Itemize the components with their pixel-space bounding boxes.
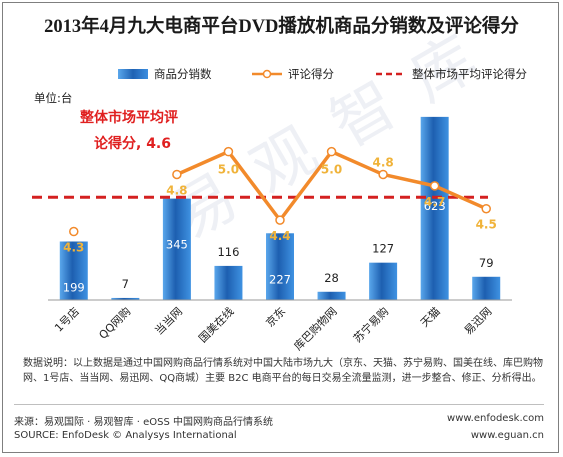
- score-point-0: [69, 226, 79, 237]
- avg-annotation-line2: 论得分, 4.6: [94, 136, 171, 152]
- legend-label-avg: 整体市场平均评论得分: [412, 67, 527, 81]
- source-en-text: SOURCE: EnfoDesk © Analysys Internationa…: [14, 430, 237, 441]
- chart-frame: [2, 2, 559, 453]
- bar-2: [162, 198, 191, 300]
- legend-label-sales: 商品分销数: [154, 67, 212, 81]
- bar-6: [369, 262, 398, 300]
- score-label-0: 4.3: [63, 241, 84, 255]
- bar-value-label-3: 116: [217, 245, 239, 259]
- category-label-1: QQ网购: [96, 304, 134, 342]
- score-point-5: [326, 146, 337, 157]
- score-label-7: 4.7: [424, 195, 445, 209]
- category-label-0: 1号店: [51, 304, 81, 334]
- url-enfodesk: www.enfodesk.com: [447, 413, 544, 424]
- score-point-2: [172, 169, 182, 180]
- bar-value-label-0: 199: [63, 281, 85, 295]
- category-label-4: 京东: [263, 304, 288, 329]
- bar-value-label-1: 7: [122, 277, 129, 291]
- url-eguan: www.eguan.cn: [470, 430, 544, 441]
- bar-3: [214, 265, 243, 300]
- category-label-8: 易迅网: [462, 305, 495, 338]
- bar-1: [111, 297, 140, 300]
- bar-5: [317, 291, 346, 300]
- data-note: 数据说明：以上数据是通过中国网购商品行情系统对中国大陆市场九大（京东、天猫、苏宁…: [23, 358, 543, 384]
- legend-item-avg: 整体市场平均评论得分: [376, 66, 556, 82]
- category-label-3: 国美在线: [196, 304, 237, 345]
- unit-label: 单位:台: [34, 91, 73, 105]
- legend-item-score: 评论得分: [252, 66, 362, 82]
- score-label-2: 4.8: [166, 183, 187, 197]
- bar-value-label-4: 227: [269, 272, 291, 286]
- bar-7: [420, 116, 449, 300]
- legend-swatch-dashed: [376, 72, 406, 76]
- category-label-2: 当当网: [152, 304, 185, 337]
- score-label-5: 5.0: [321, 163, 342, 177]
- score-point-4: [275, 215, 285, 225]
- score-label-8: 4.5: [476, 218, 497, 232]
- score-label-3: 5.0: [218, 163, 239, 177]
- bar-value-label-6: 127: [372, 242, 394, 256]
- chart-title: 2013年4月九大电商平台DVD播放机商品分销数及评论得分: [44, 17, 519, 37]
- source-cn-text: 来源：易观国际 · 易观智库 · eOSS 中国网购商品行情系统: [14, 417, 273, 428]
- bar-value-label-7: 623: [424, 199, 446, 213]
- category-label-6: 苏宁易购: [350, 304, 391, 345]
- bar-value-label-2: 345: [166, 238, 188, 252]
- score-label-4: 4.4: [269, 229, 290, 243]
- score-point-7: [429, 181, 440, 191]
- legend-swatch-bar: [118, 69, 148, 79]
- footer-source-en: SOURCE: EnfoDesk © Analysys Internationa…: [14, 430, 544, 441]
- footer-divider: [14, 404, 544, 405]
- bar-value-label-8: 79: [479, 256, 494, 270]
- bar-0: [59, 241, 88, 300]
- score-label-6: 4.8: [372, 155, 393, 169]
- avg-annotation: 整体市场平均评 论得分, 4.6: [80, 105, 178, 157]
- score-point-8: [481, 203, 491, 214]
- category-label-7: 天猫: [418, 305, 443, 330]
- bar-4: [266, 233, 294, 300]
- legend-label-score: 评论得分: [288, 67, 334, 81]
- legend-item-sales: 商品分销数: [118, 66, 228, 82]
- legend-swatch-line: [252, 69, 282, 79]
- footer-source-cn: 来源：易观国际 · 易观智库 · eOSS 中国网购商品行情系统 www.enf…: [14, 413, 544, 428]
- bar-value-label-5: 28: [324, 271, 339, 285]
- avg-annotation-line1: 整体市场平均评: [80, 110, 178, 126]
- score-point-6: [378, 169, 388, 180]
- score-point-3: [223, 146, 234, 157]
- bar-8: [472, 276, 501, 300]
- category-label-5: 库巴购物网: [291, 304, 340, 353]
